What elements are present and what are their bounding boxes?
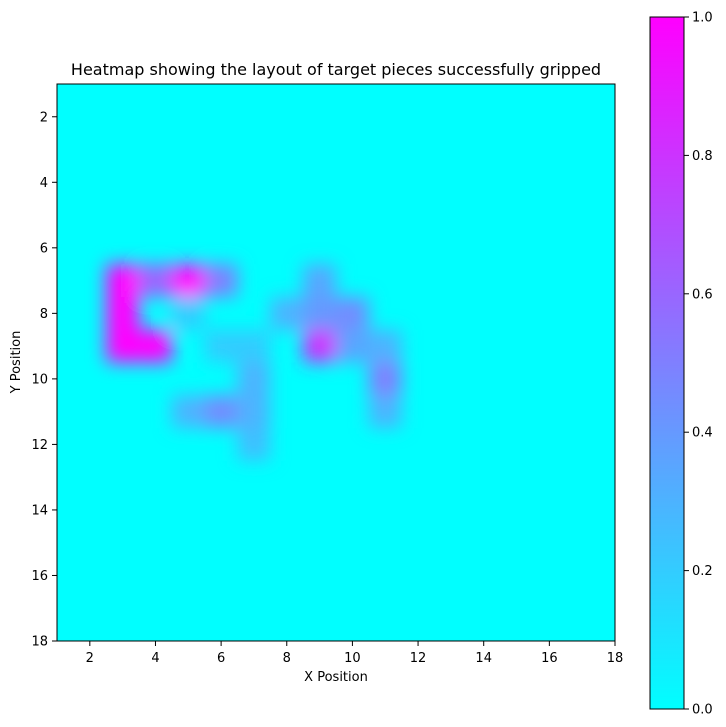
plot-frame bbox=[56, 83, 616, 642]
colorbar-tick-label: 0.0 bbox=[692, 703, 713, 718]
heatmap-cell bbox=[139, 329, 172, 363]
heatmap-cell bbox=[303, 264, 336, 297]
y-tick-label: 2 bbox=[40, 110, 48, 125]
y-tick-label: 16 bbox=[31, 569, 48, 584]
heatmap-cell bbox=[237, 395, 271, 429]
y-tick-label: 10 bbox=[31, 372, 48, 387]
heatmap-cell bbox=[237, 428, 271, 461]
y-tick-label: 12 bbox=[31, 438, 48, 453]
x-axis-label: X Position bbox=[304, 670, 368, 685]
colorbar-ticks: 0.0 0.2 0.4 0.6 0.8 1.0 bbox=[684, 11, 713, 718]
heatmap-cell bbox=[237, 329, 271, 363]
x-tick-label: 8 bbox=[283, 651, 291, 666]
heatmap-cell bbox=[171, 395, 205, 429]
heatmap-cell bbox=[368, 362, 402, 396]
heatmap-cell bbox=[237, 362, 271, 396]
heatmap-cell bbox=[336, 296, 369, 330]
heatmap-cell bbox=[368, 395, 402, 429]
heatmap-cell bbox=[171, 296, 205, 330]
heatmap-cell bbox=[106, 264, 140, 297]
y-axis-label: Y Position bbox=[9, 331, 24, 395]
heatmap-cells bbox=[106, 264, 402, 461]
heatmap-cell bbox=[106, 296, 140, 330]
colorbar-tick-label: 1.0 bbox=[692, 11, 713, 26]
y-tick-label: 18 bbox=[31, 635, 48, 650]
x-tick-label: 4 bbox=[151, 651, 159, 666]
x-tick-label: 16 bbox=[541, 651, 558, 666]
heatmap-cell bbox=[139, 264, 172, 297]
x-tick-label: 12 bbox=[410, 651, 427, 666]
x-tick-label: 10 bbox=[344, 651, 361, 666]
chart-title: Heatmap showing the layout of target pie… bbox=[71, 60, 601, 79]
y-axis: 2 4 6 8 10 12 14 16 18 bbox=[31, 110, 57, 650]
heatmap-cell bbox=[270, 296, 304, 330]
x-tick-label: 18 bbox=[607, 651, 624, 666]
y-tick-label: 14 bbox=[31, 503, 48, 518]
heatmap-cell bbox=[204, 395, 238, 429]
y-tick-label: 4 bbox=[40, 176, 48, 191]
heatmap-cell bbox=[204, 264, 238, 297]
heatmap-cell bbox=[368, 329, 402, 363]
heatmap-cell bbox=[303, 296, 336, 330]
colorbar-tick-label: 0.2 bbox=[692, 564, 713, 579]
heatmap-cell bbox=[336, 329, 369, 363]
colorbar-tick-label: 0.8 bbox=[692, 149, 713, 164]
y-tick-label: 8 bbox=[40, 307, 48, 322]
x-tick-label: 14 bbox=[475, 651, 492, 666]
colorbar bbox=[649, 16, 685, 710]
x-tick-label: 2 bbox=[86, 651, 94, 666]
colorbar-tick-label: 0.4 bbox=[692, 426, 713, 441]
heatmap-cell bbox=[303, 329, 336, 363]
heatmap-cell bbox=[204, 329, 238, 363]
x-tick-label: 6 bbox=[217, 651, 225, 666]
x-axis: 2 4 6 8 10 12 14 16 18 bbox=[86, 641, 624, 666]
heatmap-cell bbox=[106, 329, 140, 363]
y-tick-label: 6 bbox=[40, 241, 48, 256]
colorbar-tick-label: 0.6 bbox=[692, 287, 713, 302]
heatmap-cell bbox=[171, 264, 205, 297]
